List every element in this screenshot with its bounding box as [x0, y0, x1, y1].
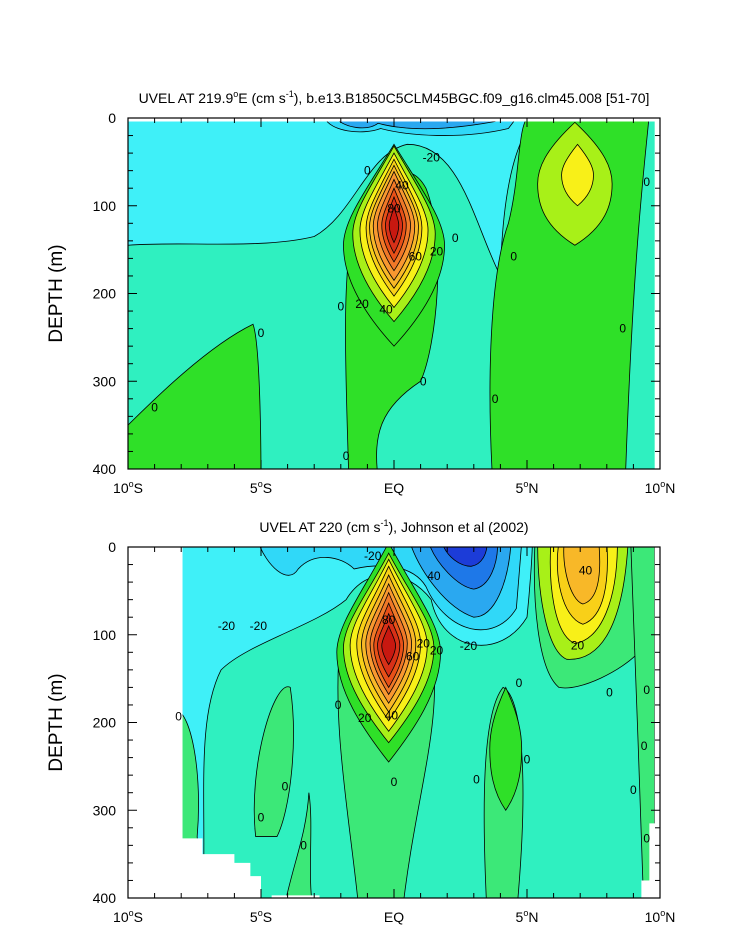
y-tick-label: 400 — [93, 890, 117, 906]
y-tick-label: 100 — [93, 198, 117, 214]
y-tick-label: 300 — [93, 373, 117, 389]
contour-label: 0 — [643, 831, 650, 845]
x-tick-label: 10oS — [113, 479, 143, 496]
contour-label: 0 — [452, 231, 459, 245]
contour-label: 0 — [391, 775, 398, 789]
chart-title: UVEL AT 219.9oE (cm s-1), b.e13.B1850C5C… — [139, 89, 650, 106]
contour-label: 40 — [385, 708, 399, 722]
x-tick-label: 5oS — [250, 479, 272, 496]
chart-title: UVEL AT 220 (cm s-1), Johnson et al (200… — [259, 518, 528, 535]
contour-label: 60 — [406, 650, 420, 664]
contour-label: 40 — [427, 569, 441, 583]
contour-label: 0 — [175, 709, 182, 723]
contour-label: 20 — [430, 244, 444, 258]
contour-label: 0 — [516, 676, 523, 690]
contour-label: 60 — [409, 250, 423, 264]
contour-label: 0 — [473, 773, 480, 787]
contour-label: 20 — [358, 711, 372, 725]
contour-label: 0 — [630, 783, 637, 797]
contour-label: 0 — [420, 374, 427, 388]
x-tick-label: 5oN — [516, 479, 539, 496]
contour-label: -20 — [460, 639, 478, 653]
y-axis-label: DEPTH (m) — [46, 673, 67, 771]
contour-label: 0 — [343, 449, 350, 463]
x-tick-label: 5oS — [250, 908, 272, 925]
contour-label: 40 — [395, 179, 409, 193]
contour-label: 0 — [643, 683, 650, 697]
contour-label: 20 — [571, 638, 585, 652]
contour-label: 20 — [355, 297, 369, 311]
y-tick-label: 0 — [108, 110, 116, 126]
contour-label: 0 — [619, 322, 626, 336]
contour-label: 0 — [258, 326, 265, 340]
contour-label: 0 — [151, 401, 158, 415]
y-tick-label: 200 — [93, 715, 117, 731]
x-tick-label: 10oN — [645, 479, 676, 496]
contour-label: 0 — [510, 250, 517, 264]
y-tick-label: 100 — [93, 627, 117, 643]
contour-label: 20 — [417, 637, 431, 651]
x-tick-label: EQ — [384, 909, 404, 925]
contour-label: 0 — [300, 838, 307, 852]
contour-label: 0 — [337, 300, 344, 314]
x-tick-label: 10oS — [113, 908, 143, 925]
contour-label: 0 — [492, 392, 499, 406]
x-tick-label: 5oN — [516, 908, 539, 925]
contour-label: 0 — [524, 752, 531, 766]
contour-label: 80 — [387, 201, 401, 215]
contour-label: -20 — [218, 619, 236, 633]
contour-label: 0 — [643, 175, 650, 189]
contour-field-1 — [128, 118, 660, 469]
contour-label: -20 — [364, 549, 382, 563]
contour-label: -20 — [250, 619, 268, 633]
y-tick-label: 200 — [93, 286, 117, 302]
contour-label: 0 — [641, 739, 648, 753]
contour-label: 80 — [382, 613, 396, 627]
y-tick-label: 0 — [108, 539, 116, 555]
contour-label: 40 — [579, 564, 593, 578]
contour-label: 0 — [282, 780, 289, 794]
y-tick-label: 300 — [93, 802, 117, 818]
x-tick-label: EQ — [384, 480, 404, 496]
y-tick-label: 400 — [93, 461, 117, 477]
contour-label: -20 — [423, 150, 441, 164]
contour-label: 0 — [335, 698, 342, 712]
contour-label: 20 — [430, 644, 444, 658]
x-tick-label: 10oN — [645, 908, 676, 925]
y-axis-label: DEPTH (m) — [46, 244, 67, 342]
contour-field-2 — [128, 547, 660, 898]
contour-label: 0 — [606, 686, 613, 700]
contour-label: 40 — [379, 302, 393, 316]
contour-label: 0 — [258, 810, 265, 824]
contour-label: 0 — [364, 164, 371, 178]
